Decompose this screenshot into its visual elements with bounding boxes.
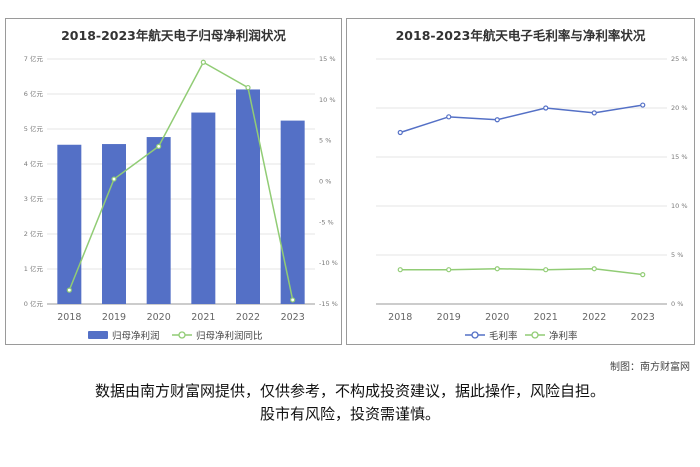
x-tick-label: 2019 (102, 312, 126, 323)
y-tick-label: 1 亿元 (24, 264, 44, 273)
y2-tick-label: -10 % (319, 259, 338, 267)
series-point (640, 272, 646, 278)
x-tick-label: 2023 (281, 312, 305, 323)
y-tick-label: 6 亿元 (24, 89, 44, 98)
disclaimer-line: 数据由南方财富网提供，仅供参考，不构成投资建议，据此操作，风险自担。 (94, 382, 605, 400)
legend-swatch-marker (531, 331, 539, 339)
legend-swatch-marker (471, 331, 479, 339)
series-point (640, 102, 646, 108)
chart-title: 2018-2023年航天电子毛利率与净利率状况 (395, 28, 646, 43)
margin-chart: 0 % 5 % 10 % 15 % 20 % 25 % 2018 2019 2020 2021 20… (376, 55, 688, 342)
x-tick-label: 2020 (147, 312, 171, 323)
y-tick-label: 4 亿元 (24, 159, 44, 168)
y2-tick-label: -15 % (319, 300, 338, 308)
yoy-point (156, 143, 162, 149)
series-point (446, 114, 452, 120)
series-point (397, 267, 403, 273)
x-tick-label: 2023 (631, 312, 655, 323)
legend-label: 归母净利润同比 (196, 330, 263, 342)
disclaimer-line: 股市有风险，投资需谨慎。 (259, 405, 440, 423)
y2-tick-label: 0 % (319, 178, 331, 186)
chart-panel-net-profit: 2018-2023年航天电子归母净利润状况 0 亿元 1 亿元 2 亿元 3 亿元 4 … (5, 18, 342, 345)
y-tick-label: 5 亿元 (24, 124, 44, 133)
x-tick-label: 2022 (236, 312, 260, 323)
series-point (397, 129, 403, 136)
series-point (591, 110, 597, 116)
yoy-point (66, 287, 72, 293)
x-tick-label: 2018 (57, 312, 81, 323)
y-tick-label: 3 亿元 (24, 194, 44, 203)
bar (146, 137, 171, 304)
y-tick-label: 2 亿元 (24, 229, 44, 238)
y2-tick-label: -5 % (319, 218, 334, 226)
y2-tick-label: 10 % (319, 96, 336, 104)
series-point (494, 117, 500, 123)
legend-label: 净利率 (549, 330, 578, 342)
x-tick-label: 2021 (191, 312, 215, 323)
x-tick-label: 2020 (485, 312, 509, 323)
chart-credit: 制图：南方财富网 (610, 362, 690, 373)
legend-label: 毛利率 (489, 330, 518, 342)
legend-label: 归母净利润 (112, 330, 160, 342)
series-point (446, 267, 452, 273)
bar (102, 144, 126, 304)
yoy-point (200, 59, 206, 65)
y2-tick-label: 15 % (319, 55, 336, 63)
y2-tick-label: 15 % (671, 153, 688, 161)
legend-swatch-bar (88, 331, 108, 339)
bar (191, 112, 216, 304)
series-point (543, 267, 549, 273)
yoy-point (111, 176, 117, 182)
chart-panel-margins: 2018-2023年航天电子毛利率与净利率状况 0 % 5 % 10 % 15 % 20… (346, 18, 695, 345)
yoy-point (245, 84, 251, 91)
y-tick-label: 7 亿元 (24, 54, 44, 63)
y2-tick-label: 5 % (319, 137, 331, 145)
series-line (400, 104, 643, 134)
series-point (494, 266, 500, 272)
net-profit-chart: 0 亿元 1 亿元 2 亿元 3 亿元 4 亿元 5 亿元 6 亿元 7 亿元 -15 % -10… (24, 54, 338, 342)
y2-tick-label: 0 % (671, 300, 683, 308)
bar (280, 120, 305, 304)
x-tick-label: 2021 (534, 312, 558, 323)
bar (236, 89, 260, 304)
x-tick-label: 2018 (388, 312, 412, 323)
x-tick-label: 2022 (582, 312, 606, 323)
y2-tick-label: 25 % (671, 55, 688, 63)
yoy-point (290, 297, 296, 303)
chart-title: 2018-2023年航天电子归母净利润状况 (61, 28, 286, 43)
x-tick-label: 2019 (437, 312, 461, 323)
series-point (591, 266, 597, 272)
legend-swatch-marker (178, 331, 186, 339)
y2-tick-label: 10 % (671, 202, 688, 210)
y2-tick-label: 20 % (671, 104, 688, 112)
bar (57, 144, 82, 304)
series-point (543, 105, 549, 111)
series-line (400, 267, 643, 276)
y2-tick-label: 5 % (671, 251, 683, 259)
y-tick-label: 0 亿元 (24, 299, 44, 308)
yoy-line (68, 61, 294, 301)
